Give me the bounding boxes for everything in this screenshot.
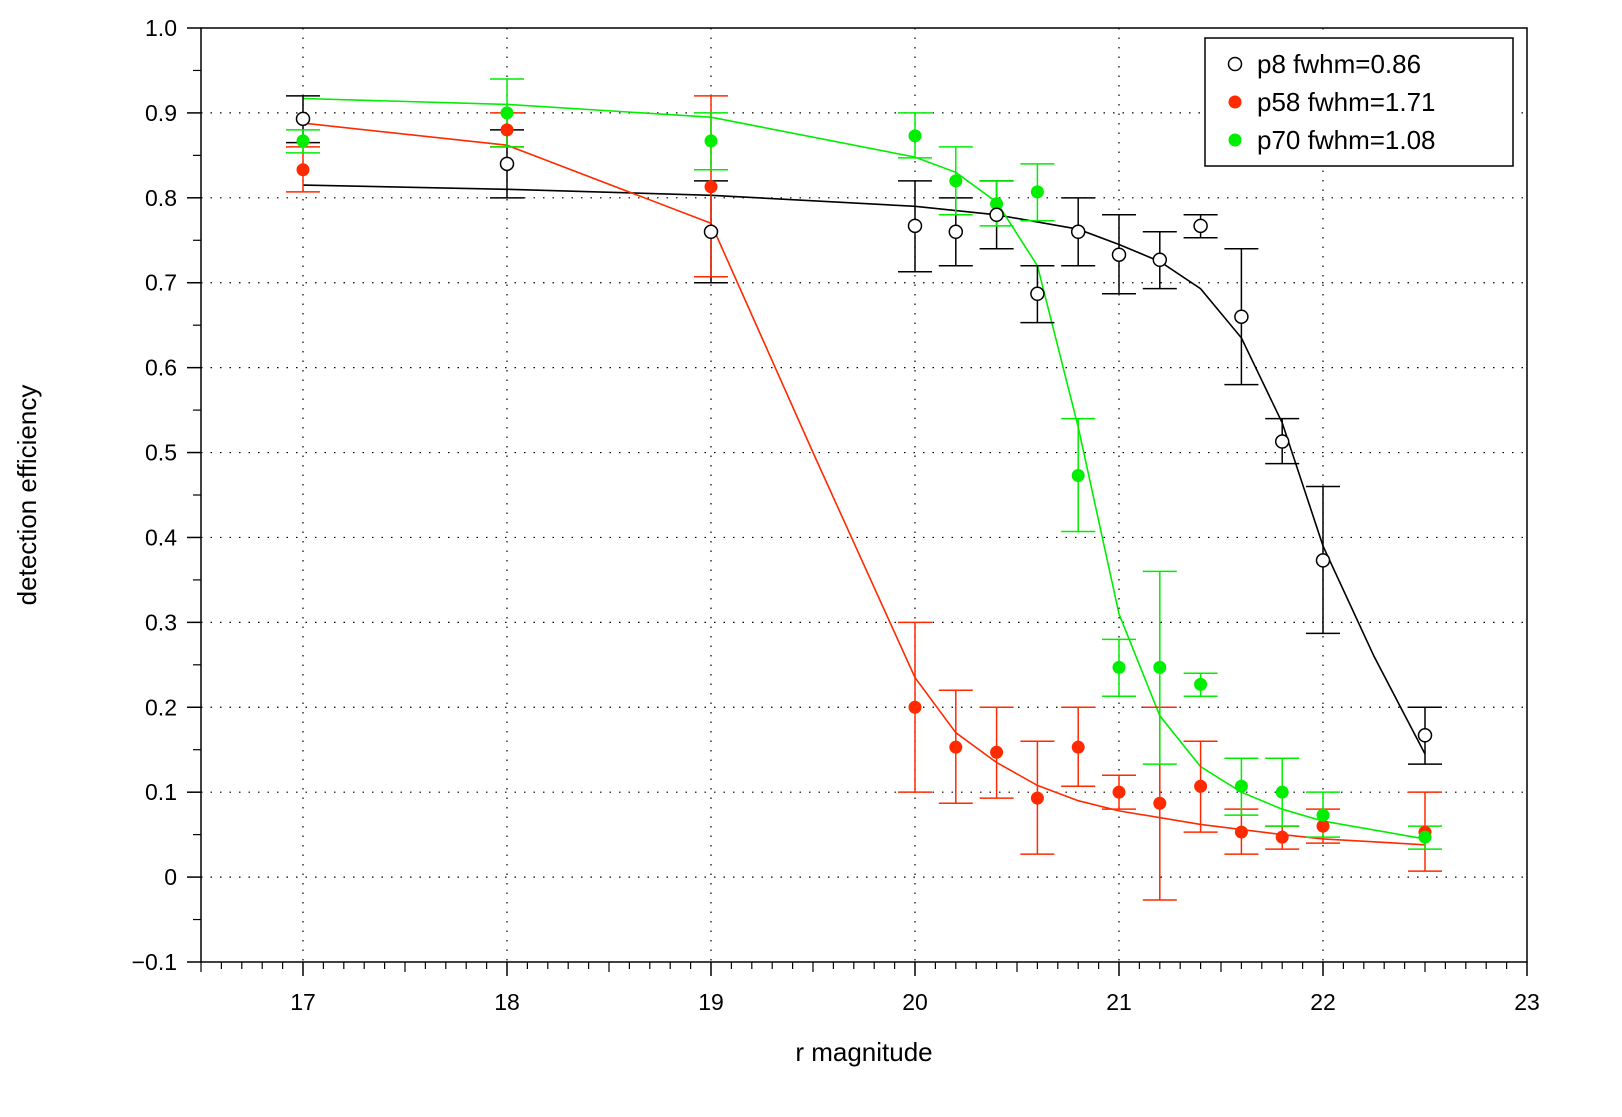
x-tick-label: 22: [1310, 989, 1336, 1015]
legend-item: p58 fwhm=1.71: [1228, 87, 1436, 117]
y-tick-label: 0.1: [145, 779, 177, 805]
fit-line-series-3: [302, 97, 1426, 840]
y-tick-label: −0.1: [132, 949, 177, 975]
data-point: [990, 197, 1004, 211]
data-point: [1274, 434, 1290, 449]
data-point: [499, 156, 515, 172]
legend-item: p70 fwhm=1.08: [1228, 125, 1436, 155]
x-axis-title: r magnitude: [795, 1037, 932, 1067]
legend-box: [1204, 37, 1514, 167]
data-point: [1153, 796, 1167, 810]
y-tick-label: 0.3: [145, 609, 177, 635]
fit-curves: [302, 97, 1426, 846]
x-tick-label: 18: [494, 989, 520, 1015]
legend-marker: [1228, 95, 1242, 109]
data-point: [990, 745, 1004, 759]
data-point: [948, 224, 964, 240]
data-point: [1153, 660, 1167, 674]
data-point: [295, 111, 311, 127]
data-point: [1315, 553, 1331, 568]
data-point: [1194, 779, 1208, 793]
data-point: [703, 224, 719, 240]
data-point: [949, 740, 963, 754]
data-point: [1193, 218, 1208, 234]
y-tick-label: 0.7: [145, 270, 177, 296]
data-point: [1070, 224, 1086, 240]
data-point: [1316, 819, 1330, 833]
data-point: [1030, 185, 1044, 199]
data-point: [1112, 660, 1126, 674]
data-point: [1152, 252, 1168, 268]
y-tick-labels: −0.1 0 0.1 0.2 0.3 0.4 0.5 0.6 0.7 0.8 0.9 1.0: [132, 15, 178, 975]
data-point: [1071, 740, 1085, 754]
legend-marker: [1228, 133, 1242, 147]
data-point: [907, 218, 923, 234]
data-point: [1030, 791, 1044, 805]
y-tick-label: 1.0: [145, 15, 177, 41]
data-point: [1234, 779, 1248, 793]
data-point: [989, 207, 1004, 223]
y-tick-label: 0.9: [145, 100, 177, 126]
fit-line-series-2: [302, 122, 1426, 846]
legend-marker: [1227, 56, 1243, 72]
fit-line-series-1: [302, 184, 1426, 755]
data-point: [1275, 785, 1289, 799]
data-point: [1275, 830, 1289, 844]
data-point: [1417, 728, 1433, 743]
y-tick-label: 0.8: [145, 185, 177, 211]
legend-label: p58 fwhm=1.71: [1257, 87, 1436, 117]
data-point: [296, 134, 310, 148]
data-point: [949, 174, 963, 188]
data-point: [1234, 309, 1249, 324]
data-point: [1071, 468, 1085, 482]
data-point: [704, 180, 718, 194]
legend-label: p8 fwhm=0.86: [1257, 49, 1421, 79]
data-point: [908, 700, 922, 714]
legend: p8 fwhm=0.86 p58 fwhm=1.71 p70 fwhm=1.08: [1204, 37, 1514, 167]
x-tick-label: 17: [290, 989, 316, 1015]
data-point: [296, 163, 310, 177]
data-point: [1112, 785, 1126, 799]
x-tick-label: 20: [902, 989, 928, 1015]
y-tick-label: 0.4: [145, 524, 177, 550]
data-point: [1194, 677, 1208, 691]
x-tick-labels: 17 18 19 20 21 22 23: [290, 989, 1540, 1015]
data-point: [1316, 808, 1330, 822]
data-point: [908, 129, 922, 143]
data-point: [1234, 825, 1248, 839]
x-tick-label: 19: [698, 989, 724, 1015]
y-tick-label: 0: [164, 864, 177, 890]
data-points: [295, 106, 1433, 844]
data-point: [1111, 247, 1127, 262]
data-point: [1418, 830, 1432, 844]
legend-label: p70 fwhm=1.08: [1257, 125, 1436, 155]
legend-item: p8 fwhm=0.86: [1227, 49, 1421, 79]
data-point: [500, 106, 514, 120]
axis-ticks: [187, 27, 1528, 976]
y-axis-title: detection efficiency: [12, 385, 42, 606]
data-point: [1030, 286, 1045, 302]
error-bars: [286, 78, 1442, 901]
y-tick-label: 0.5: [145, 440, 177, 466]
x-tick-label: 23: [1514, 989, 1540, 1015]
y-tick-label: 0.2: [145, 694, 177, 720]
x-tick-label: 21: [1106, 989, 1132, 1015]
data-point: [500, 123, 514, 137]
data-point: [704, 134, 718, 148]
y-tick-label: 0.6: [145, 355, 177, 381]
